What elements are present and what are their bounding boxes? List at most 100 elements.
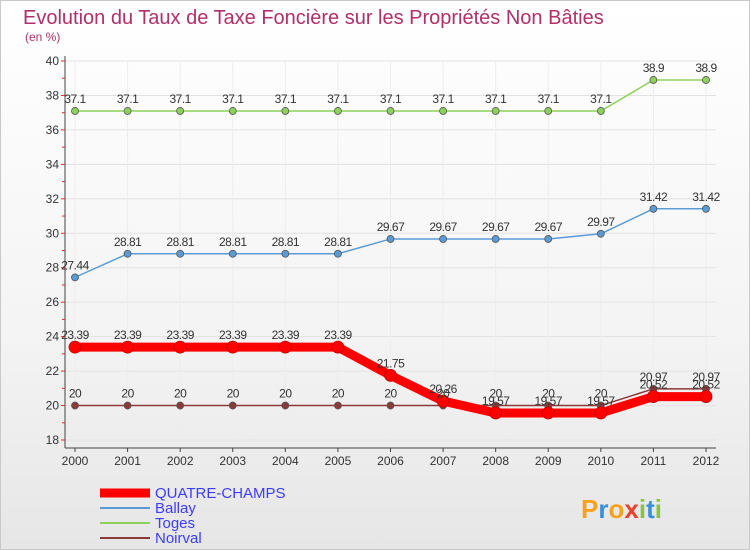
data-point [491, 107, 500, 115]
data-label: 29.67 [377, 220, 405, 234]
data-point [541, 406, 555, 420]
x-tick-label: 2010 [587, 454, 614, 468]
data-label: 37.1 [169, 92, 191, 106]
data-label: 28.81 [166, 235, 194, 249]
data-label: 19.57 [534, 394, 562, 408]
data-label: 37.1 [64, 92, 86, 106]
data-label: 29.67 [429, 220, 457, 234]
data-label: 20.97 [692, 370, 720, 384]
data-point [68, 340, 82, 354]
data-label: 20 [489, 387, 502, 401]
data-point [123, 107, 132, 115]
data-label: 20 [437, 387, 450, 401]
data-label: 20 [279, 387, 292, 401]
x-tick-label: 2011 [641, 454, 667, 468]
data-point [228, 107, 237, 115]
legend-label: Noirval [155, 530, 202, 547]
y-tick-label: 32 [46, 192, 60, 206]
x-tick-label: 2006 [377, 454, 404, 468]
data-point [544, 107, 553, 115]
legend-label: Toges [155, 515, 195, 532]
x-tick-label: 2008 [482, 454, 509, 468]
data-label: 20 [332, 387, 345, 401]
data-label: 23.39 [324, 328, 352, 342]
data-point [228, 401, 237, 410]
y-tick-label: 24 [46, 330, 60, 344]
data-point [702, 204, 710, 213]
data-point [334, 107, 342, 115]
data-point [489, 406, 503, 420]
data-label: 23.39 [166, 328, 194, 342]
data-point [281, 249, 290, 258]
data-point [384, 368, 397, 382]
data-label: 37.1 [117, 92, 139, 106]
chart-subtitle: (en %) [25, 30, 60, 44]
data-label: 37.1 [538, 92, 560, 106]
data-label: 23.39 [61, 328, 89, 342]
data-point [439, 107, 447, 115]
data-point [226, 340, 240, 354]
data-label: 29.97 [587, 215, 615, 229]
data-point [176, 107, 185, 115]
data-point [334, 401, 342, 410]
data-label: 37.1 [222, 92, 244, 106]
data-label: 37.1 [590, 92, 612, 106]
data-point [596, 229, 605, 238]
data-point [386, 401, 395, 410]
x-tick-label: 2004 [272, 454, 299, 468]
data-label: 37.1 [380, 92, 402, 106]
data-point [228, 249, 237, 258]
data-label: 20 [121, 387, 134, 401]
data-label: 38.9 [643, 61, 665, 75]
data-point [173, 340, 187, 354]
x-tick-label: 2000 [62, 454, 89, 468]
data-label: 21.75 [377, 356, 405, 370]
data-label: 31.42 [692, 190, 720, 204]
data-label: 28.81 [272, 235, 300, 249]
x-tick-label: 2007 [430, 454, 457, 468]
data-label: 20 [69, 387, 82, 401]
y-axis-ticks: 18 20 22 24 26 28 30 32 34 36 38 40 [46, 54, 65, 447]
data-point [121, 340, 134, 354]
y-tick-label: 28 [46, 261, 60, 275]
x-tick-label: 2002 [167, 454, 194, 468]
data-label: 37.1 [327, 92, 349, 106]
data-point [491, 235, 500, 243]
data-label: 38.9 [695, 61, 717, 75]
data-label: 20 [384, 387, 397, 401]
data-label: 20.26 [429, 382, 457, 396]
y-tick-label: 18 [46, 433, 60, 447]
data-label: 20 [542, 387, 555, 401]
data-point [176, 249, 185, 258]
x-tick-label: 2005 [325, 454, 352, 468]
data-point [439, 235, 447, 243]
data-point [544, 235, 553, 243]
data-label: 28.81 [219, 235, 247, 249]
data-label: 23.39 [219, 328, 247, 342]
x-axis-ticks: 2000 2001 2002 2003 2004 2005 2006 2007 2008 2009… [62, 448, 720, 468]
y-tick-label: 34 [46, 157, 60, 171]
data-point [334, 249, 342, 258]
data-label: 20 [174, 387, 187, 401]
data-point [596, 107, 605, 115]
data-label: 31.42 [640, 190, 668, 204]
data-point [649, 204, 658, 213]
y-tick-label: 30 [46, 226, 60, 240]
data-point [436, 394, 450, 408]
data-label: 20 [227, 387, 240, 401]
data-point [281, 401, 290, 410]
data-point [123, 401, 132, 410]
y-tick-label: 26 [46, 295, 60, 309]
y-tick-label: 36 [46, 123, 60, 137]
legend-label: QUATRE-CHAMPS [155, 485, 286, 502]
x-tick-label: 2001 [114, 454, 141, 468]
data-label: 28.81 [324, 235, 352, 249]
chart-title: Evolution du Taux de Taxe Foncière sur l… [23, 7, 604, 29]
data-label: 20.52 [640, 378, 668, 392]
data-point [649, 76, 658, 84]
x-tick-label: 2003 [219, 454, 246, 468]
data-label: 27.44 [61, 258, 89, 272]
